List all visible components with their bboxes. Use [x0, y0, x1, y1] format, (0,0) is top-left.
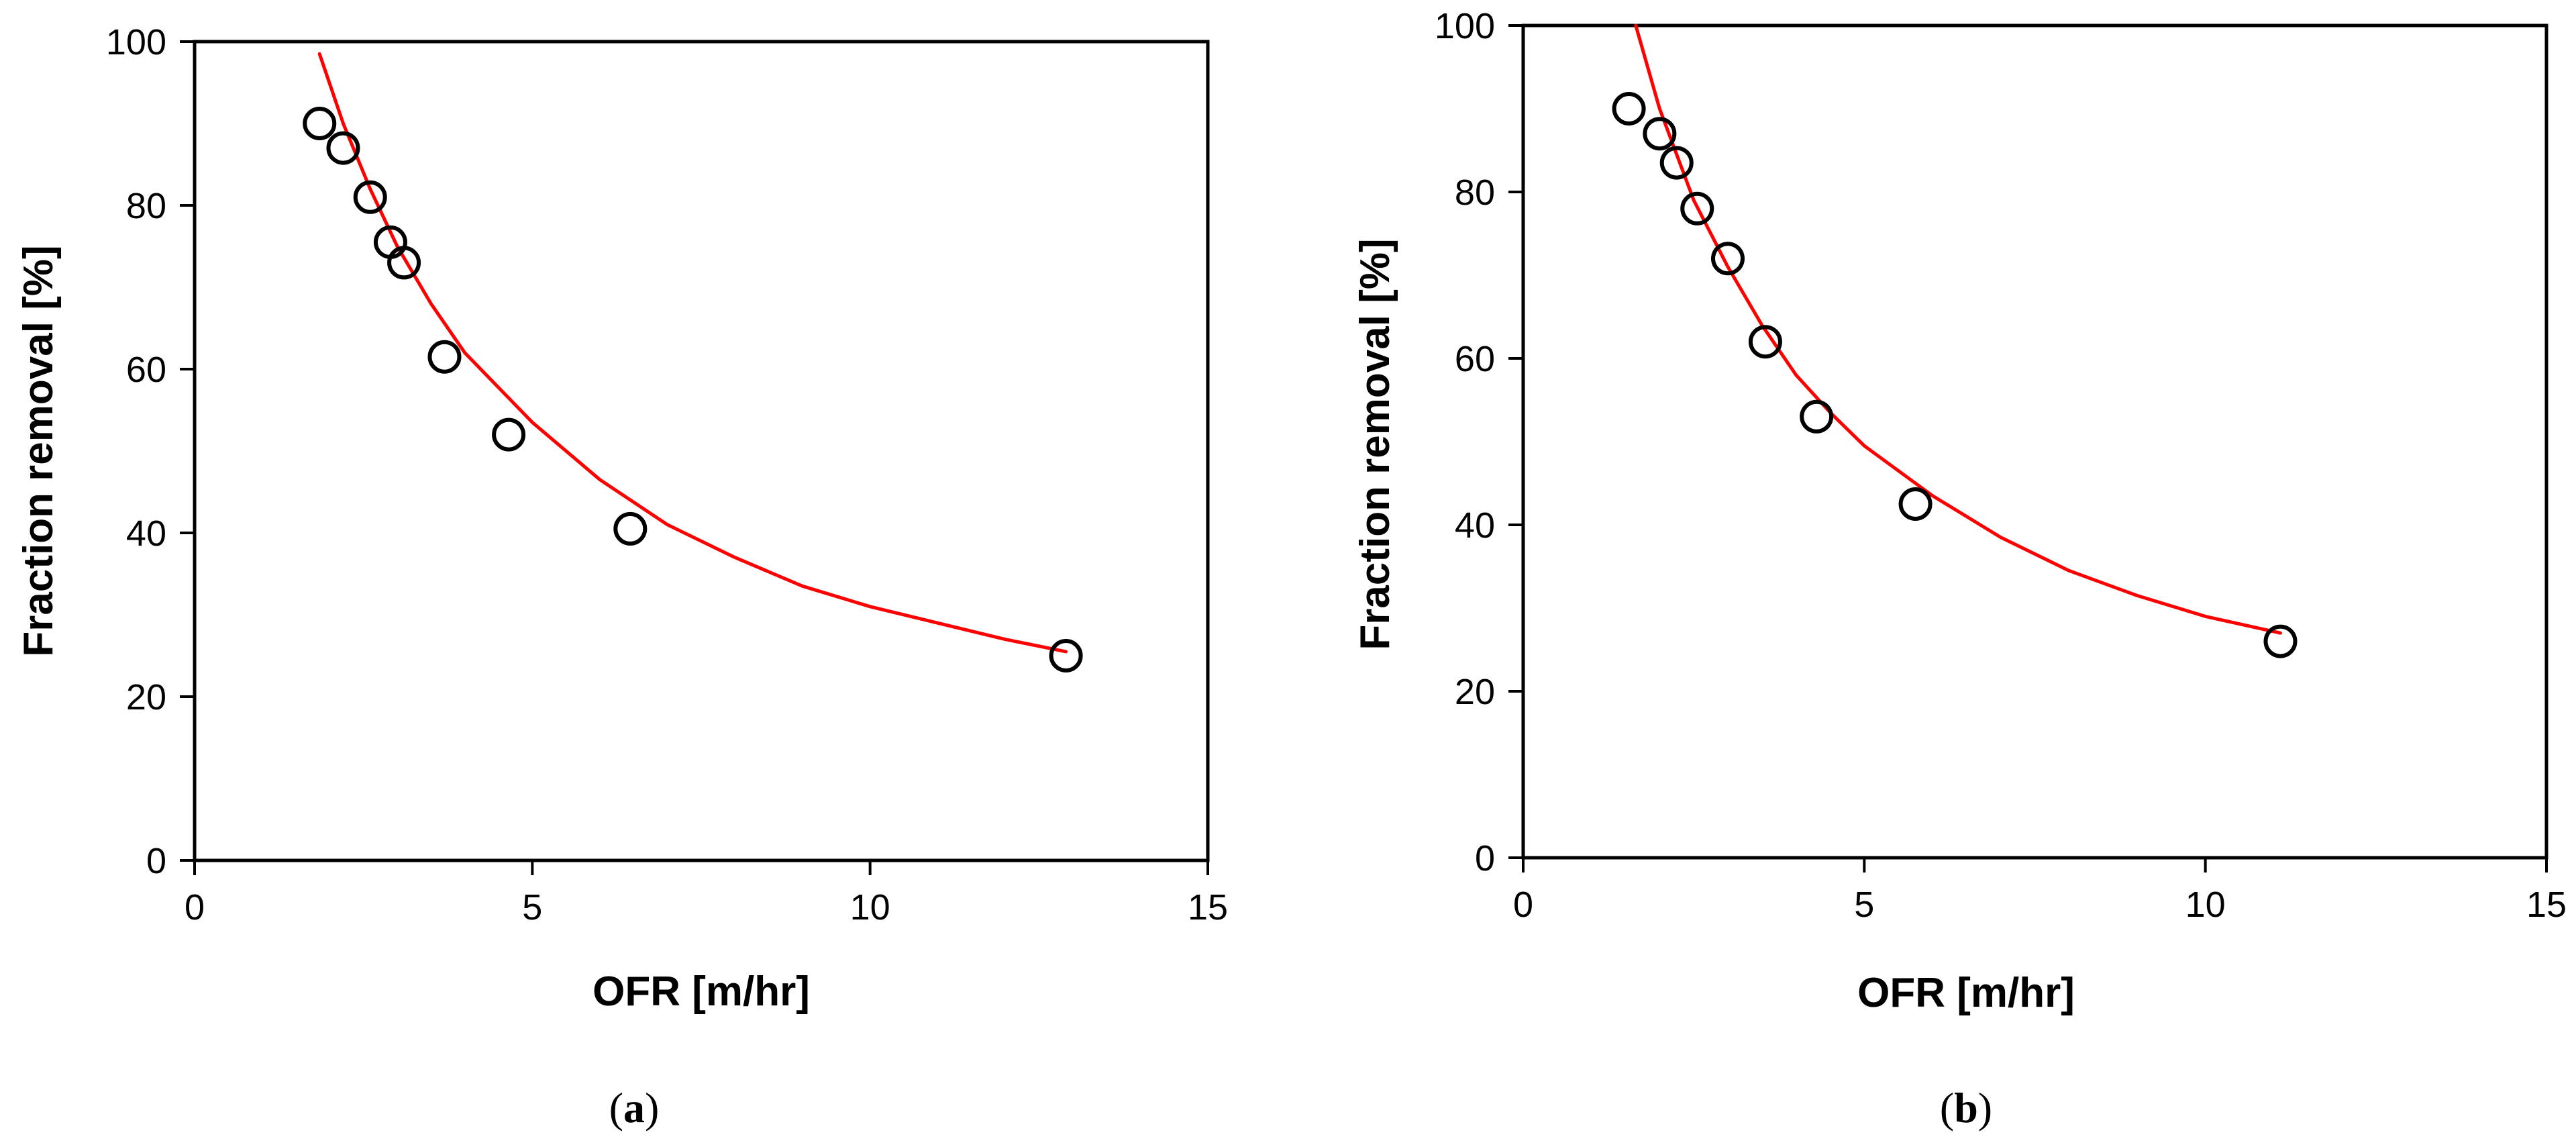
y-tick-label-b: 20	[1455, 672, 1495, 712]
y-tick-label-b: 60	[1455, 339, 1495, 379]
data-point-b	[1680, 191, 1714, 226]
y-tick-label-a: 60	[126, 350, 166, 390]
data-point-a	[387, 246, 421, 280]
y-tick-label-a: 0	[146, 841, 166, 881]
data-point-b	[1748, 325, 1782, 359]
x-tick-label-a: 10	[850, 887, 890, 928]
y-axis-title-a: Fraction removal [%]	[15, 245, 62, 656]
data-point-b	[1659, 146, 1694, 180]
plot-area-frame-b	[1521, 23, 2548, 860]
data-point-b	[1898, 487, 1933, 521]
y-tick-label-a: 80	[126, 186, 166, 226]
data-point-a	[427, 340, 462, 374]
y-tick-label-b: 40	[1455, 505, 1495, 546]
fit-curve-b	[1634, 23, 2282, 635]
plot-area-frame-a	[193, 40, 1210, 862]
x-tick-label-a: 5	[522, 887, 542, 928]
data-point-a	[613, 511, 648, 546]
x-tick-label-a: 0	[185, 887, 205, 928]
data-point-b	[1800, 399, 1834, 434]
panel-label-letter-b: b	[1954, 1084, 1978, 1132]
panel-label-b: (b)	[1940, 1084, 1992, 1132]
chart-panel-b: 0 5 10 15 0 20 40 60 80 100 OFR [m/hr] Fraction r…	[1352, 6, 2567, 1132]
y-tick-label-b: 0	[1475, 838, 1495, 879]
data-point-b	[1711, 242, 1745, 276]
y-tick-label-a: 100	[106, 22, 166, 62]
y-tick-label-a: 20	[126, 677, 166, 717]
data-point-a	[326, 131, 360, 165]
x-tick-label-b: 5	[1854, 885, 1874, 925]
y-tick-label-b: 100	[1435, 6, 1495, 46]
x-tick-label-b: 15	[2526, 885, 2567, 925]
y-axis-title-b: Fraction removal [%]	[1352, 238, 1398, 650]
x-tick-label-b: 10	[2185, 885, 2226, 925]
y-tick-label-a: 40	[126, 513, 166, 554]
data-point-b	[1643, 117, 1677, 151]
x-axis-title-b: OFR [m/hr]	[1857, 970, 2075, 1016]
data-point-b	[1612, 92, 1646, 126]
chart-panel-a: 0 5 10 15 0 20 40 60 80 100 OFR [m/hr] Fraction r…	[15, 22, 1228, 1132]
panel-label-letter-a: a	[623, 1084, 645, 1132]
x-tick-label-a: 15	[1188, 887, 1228, 928]
data-point-a	[1049, 639, 1083, 672]
y-tick-label-b: 80	[1455, 172, 1495, 213]
data-point-a	[353, 180, 387, 214]
data-point-a	[492, 417, 526, 452]
data-marks-b: 0 5 10 15 0 20 40 60 80 100	[1435, 6, 2567, 925]
x-tick-label-b: 0	[1513, 885, 1533, 925]
data-point-a	[303, 107, 337, 140]
panel-label-a: (a)	[609, 1084, 660, 1132]
data-marks-a: 0 5 10 15 0 20 40 60 80 100	[106, 22, 1228, 928]
x-axis-title-a: OFR [m/hr]	[593, 968, 810, 1015]
data-point-b	[2263, 624, 2298, 658]
